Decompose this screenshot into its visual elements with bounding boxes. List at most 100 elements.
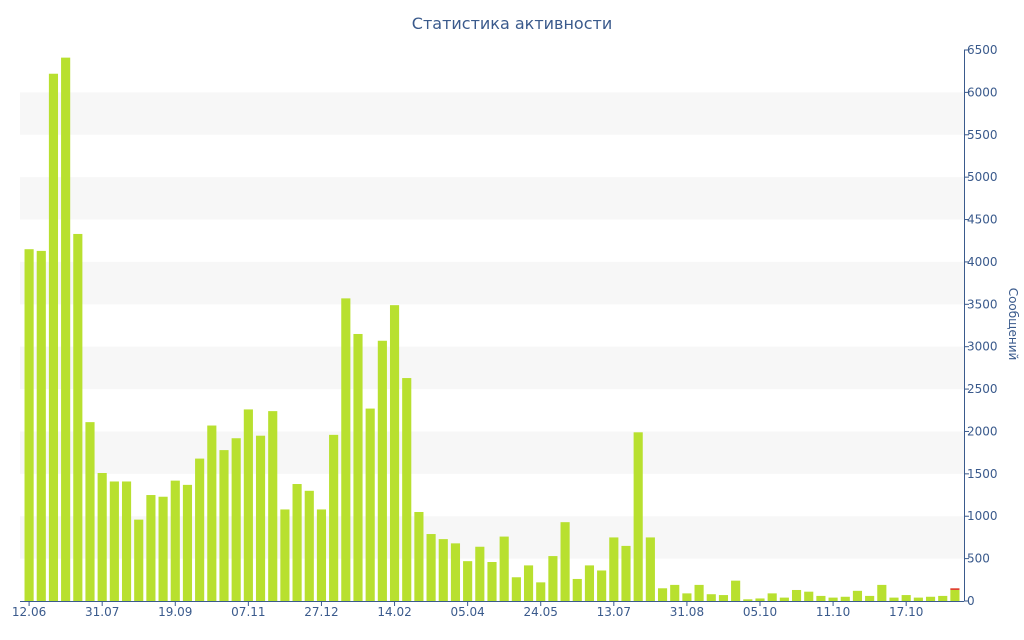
bar [134,519,144,601]
bar [463,561,473,601]
x-tick-label: 31.08 [670,605,704,619]
grid-band [20,431,964,474]
y-tick-label: 4500 [967,213,998,227]
grid-band [20,261,964,305]
bar [621,545,631,601]
bar [487,562,497,601]
bar [170,480,180,601]
y-tick-label: 2500 [967,382,998,396]
bar [219,450,229,601]
bar [73,233,83,602]
y-tick-label: 3500 [967,297,998,311]
bar [548,556,558,601]
x-tick-label: 05.04 [450,605,484,619]
y-axis-label: Сообщений [1006,287,1020,361]
bar [36,250,46,601]
bar [377,340,387,601]
y-tick-label: 1500 [967,467,998,481]
bar [511,577,521,601]
bar [901,595,911,601]
y-tick-label: 5500 [967,128,998,142]
bar [268,411,278,601]
bar [304,490,314,601]
x-tick-label: 31.07 [85,605,119,619]
bar [791,589,802,601]
bar [475,546,485,601]
bar [195,458,205,601]
y-tick-label: 1000 [967,509,998,523]
bar [109,481,119,601]
bar [877,584,887,601]
chart-title: Статистика активности [411,14,613,33]
bar [231,438,241,601]
bar [536,582,546,601]
bar [61,57,71,602]
bar [389,305,400,601]
bar [670,584,680,601]
y-tick-label: 6500 [967,43,998,57]
x-tick-label: 24.05 [524,605,558,619]
bar [280,509,290,601]
bar [365,408,375,601]
x-tick-label: 11.10 [816,605,850,619]
x-tick-label: 27.12 [304,605,338,619]
y-tick-label: 500 [967,552,990,566]
grid-band [20,346,964,390]
x-tick-label: 12.06 [12,605,46,619]
bar [24,249,34,601]
y-tick-label: 0 [967,594,975,608]
y-tick-label: 4000 [967,255,998,269]
bar [329,434,339,601]
x-tick-label: 14.02 [377,605,411,619]
bar [341,298,351,601]
x-tick-label: 17.10 [889,605,923,619]
bar [243,409,253,601]
bar [706,594,716,601]
bar [828,597,838,601]
bar [426,534,436,601]
bar [414,511,424,601]
bar [718,595,729,601]
bar [182,484,193,601]
bar [925,596,936,601]
bar [852,590,863,601]
bar [572,578,582,601]
bar [450,543,461,601]
bar [633,432,643,601]
bar [560,522,570,601]
bar [938,595,948,601]
bar [609,537,619,601]
bar [950,589,960,601]
bar [402,378,412,601]
grid-band [20,177,964,220]
bar [499,536,509,601]
y-tick-label: 5000 [967,170,998,184]
bar [48,73,59,602]
bar [913,597,923,601]
bar [804,591,814,601]
bar [755,598,765,601]
bar [438,539,448,601]
bar [731,580,741,601]
bar [523,565,534,601]
bar-highlight [950,588,960,590]
x-tick-label: 13.07 [597,605,631,619]
bar [865,595,875,601]
bar [779,597,789,601]
y-tick-label: 3000 [967,340,998,354]
bar [121,481,132,601]
y-tick-label: 2000 [967,424,998,438]
x-tick-label: 05.10 [743,605,777,619]
bar [255,435,266,601]
bar [597,570,607,601]
bar [207,425,217,601]
y-tick-label: 6000 [967,85,998,99]
grid-band [20,92,964,135]
x-tick-label: 19.09 [158,605,192,619]
bar [694,584,704,601]
bar [146,495,156,601]
bar [158,496,168,601]
bar [97,472,107,601]
bar [889,597,899,601]
